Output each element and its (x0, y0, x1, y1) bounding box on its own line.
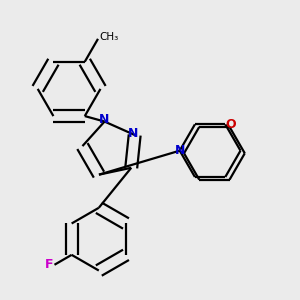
Text: CH₃: CH₃ (100, 32, 119, 42)
Text: O: O (225, 118, 236, 131)
Text: N: N (175, 144, 185, 157)
Text: F: F (45, 258, 54, 271)
Text: N: N (128, 127, 138, 140)
Text: N: N (99, 113, 110, 126)
